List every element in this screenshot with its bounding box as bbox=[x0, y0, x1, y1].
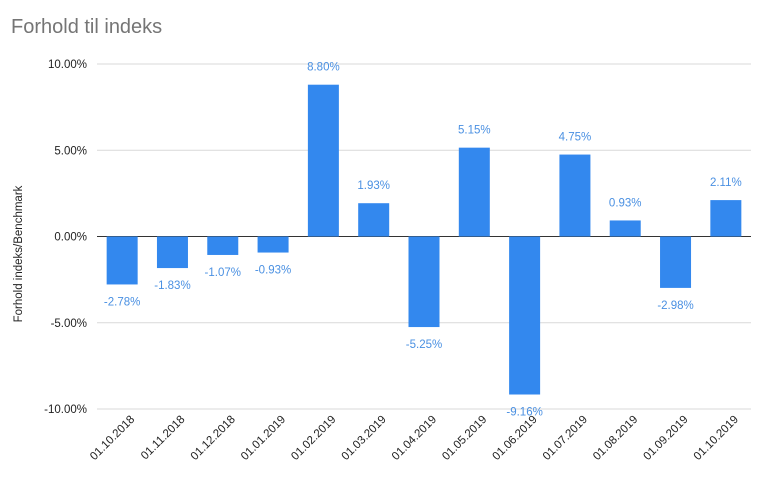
bar-01.03.2019 bbox=[358, 203, 390, 237]
bar-01.01.2019 bbox=[257, 236, 289, 253]
x-tick-label: 01.06.2019 bbox=[491, 414, 540, 463]
bar-01.09.2019 bbox=[660, 236, 692, 288]
y-tick-label: 10.00% bbox=[48, 59, 87, 71]
bar-01.10.2018 bbox=[106, 236, 138, 285]
x-tick-label: 01.10.2019 bbox=[692, 414, 741, 463]
data-label: -1.83% bbox=[154, 280, 190, 292]
x-tick-label: 01.05.2019 bbox=[440, 414, 489, 463]
data-labels: -2.78% -1.83% -1.07% -0.93% 8.80% 1.93% -5.25%… bbox=[104, 62, 742, 419]
data-label: 1.93% bbox=[357, 180, 390, 192]
chart-title: Forhold til indeks bbox=[11, 16, 163, 38]
data-label: -2.78% bbox=[104, 296, 140, 308]
bar-01.04.2019 bbox=[408, 236, 440, 328]
bar-01.02.2019 bbox=[307, 84, 339, 237]
bar-01.07.2019 bbox=[559, 154, 591, 237]
bars bbox=[106, 84, 742, 395]
x-tick-label: 01.03.2019 bbox=[340, 414, 389, 463]
x-tick-label: 01.11.2018 bbox=[139, 414, 188, 463]
data-label: -5.25% bbox=[406, 339, 442, 351]
y-axis-ticks: 10.00% 5.00% 0.00% -5.00% -10.00% bbox=[44, 59, 87, 416]
y-tick-label: 5.00% bbox=[54, 145, 87, 157]
bar-01.08.2019 bbox=[609, 220, 641, 237]
x-axis-ticks: 01.10.2018 01.11.2018 01.12.2018 01.01.2019… bbox=[88, 414, 741, 463]
bar-01.11.2018 bbox=[156, 236, 188, 269]
x-tick-label: 01.02.2019 bbox=[289, 414, 338, 463]
bar-01.05.2019 bbox=[458, 147, 490, 237]
y-axis-label: Forhold indeks/Benchmark bbox=[13, 185, 25, 322]
data-label: 2.11% bbox=[710, 177, 742, 189]
data-label: 4.75% bbox=[559, 132, 592, 144]
data-label: 8.80% bbox=[307, 62, 340, 74]
y-tick-label: -5.00% bbox=[51, 318, 87, 330]
y-tick-label: -10.00% bbox=[44, 404, 87, 416]
data-label: -2.98% bbox=[657, 300, 693, 312]
x-tick-label: 01.12.2018 bbox=[189, 414, 238, 463]
y-tick-label: 0.00% bbox=[54, 232, 87, 244]
data-label: -1.07% bbox=[205, 267, 241, 279]
data-label: 0.93% bbox=[609, 197, 642, 209]
x-tick-label: 01.08.2019 bbox=[591, 414, 640, 463]
bar-01.06.2019 bbox=[509, 236, 541, 395]
x-tick-label: 01.09.2019 bbox=[641, 414, 690, 463]
bar-01.12.2018 bbox=[207, 236, 239, 255]
bar-01.10.2019 bbox=[710, 200, 742, 237]
x-tick-label: 01.07.2019 bbox=[541, 414, 590, 463]
x-tick-label: 01.04.2019 bbox=[390, 414, 439, 463]
data-label: -9.16% bbox=[506, 407, 542, 419]
x-tick-label: 01.01.2019 bbox=[239, 414, 288, 463]
data-label: 5.15% bbox=[458, 125, 491, 137]
x-tick-label: 01.10.2018 bbox=[88, 414, 137, 463]
data-label: -0.93% bbox=[255, 265, 291, 277]
